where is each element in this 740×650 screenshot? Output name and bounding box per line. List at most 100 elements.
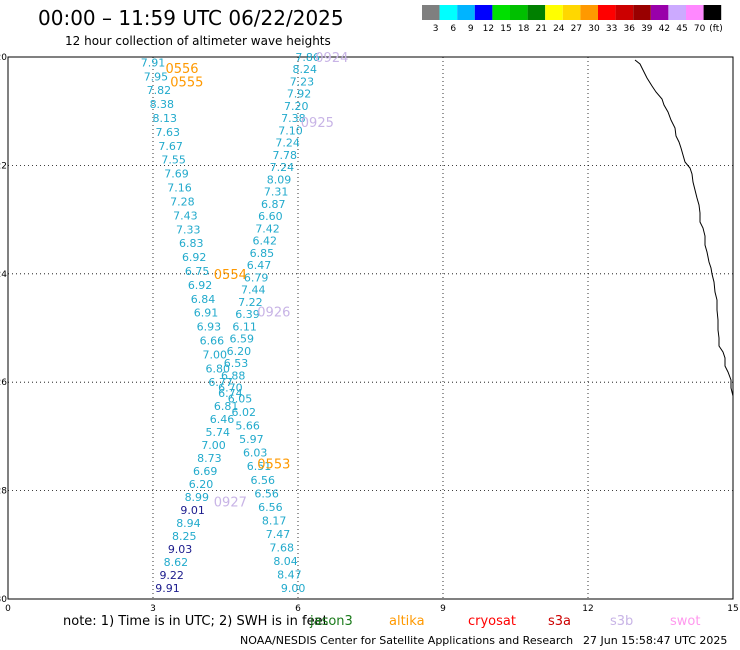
legend-swatch	[686, 5, 704, 20]
wave-height-value: 7.86	[295, 51, 320, 64]
legend-swatch	[492, 5, 510, 20]
figure-subtitle: 12 hour collection of altimeter wave hei…	[65, 34, 331, 48]
wave-height-value: 9.91	[155, 582, 180, 595]
legend-swatch	[615, 5, 634, 20]
satellite-jason3-label: jason3	[309, 614, 353, 629]
lat-tick-label: -24	[0, 270, 7, 280]
legend-label: 33	[606, 24, 617, 34]
wave-height-value: 6.91	[194, 307, 219, 320]
wave-height-value: 6.11	[232, 320, 257, 333]
pass-time-label: 0555	[170, 75, 203, 90]
wave-height-value: 6.80	[205, 362, 230, 375]
lat-tick-label: -26	[0, 378, 7, 388]
wave-height-value: 5.66	[235, 420, 260, 433]
legend-swatch	[439, 5, 458, 20]
wave-height-value: 9.03	[168, 543, 193, 556]
wave-height-value: 6.20	[227, 345, 252, 358]
wave-height-value: 7.31	[264, 186, 289, 199]
wave-height-value: 7.43	[173, 209, 198, 222]
wave-height-value: 6.59	[230, 333, 255, 346]
wave-height-value: 7.68	[270, 542, 295, 555]
wave-height-value: 7.69	[164, 168, 189, 181]
lat-tick-label: -20	[0, 53, 7, 63]
legend-label: 27	[571, 24, 582, 34]
legend-label: 70	[694, 24, 706, 34]
legend-label: 15	[500, 24, 511, 34]
wave-height-value: 6.39	[235, 308, 260, 321]
wave-height-value: 6.81	[214, 400, 239, 413]
legend-label: 24	[553, 24, 565, 34]
legend-label: 18	[518, 24, 530, 34]
wave-height-value: 6.75	[185, 265, 210, 278]
pass-time-label: 0556	[165, 62, 198, 77]
figure-title: 00:00 – 11:59 UTC 06/22/2025	[38, 6, 344, 30]
wave-height-value: 8.13	[153, 112, 178, 125]
credit-text: NOAA/NESDIS Center for Satellite Applica…	[240, 634, 573, 647]
legend-swatch	[457, 5, 475, 20]
wave-height-value: 7.78	[273, 149, 298, 162]
wave-height-value: 6.56	[251, 474, 276, 487]
latitude-tick-labels: -20 -22 -24 -26 -28 -30	[0, 53, 7, 605]
wave-height-value: 6.56	[258, 501, 283, 514]
legend-unit: (ft)	[709, 24, 723, 34]
wave-height-value: 8.62	[164, 556, 189, 569]
pass-time-label: 0927	[214, 495, 247, 510]
wave-height-value: 7.42	[255, 222, 280, 235]
timestamp-text: 27 Jun 15:58:47 UTC 2025	[583, 634, 727, 647]
wave-height-value: 6.60	[258, 210, 283, 223]
note-text: note: 1) Time is in UTC; 2) SWH is in fe…	[63, 614, 328, 629]
wave-height-value: 7.00	[203, 348, 228, 361]
map-panel: 0 3 6 9 12 15 -20 -22 -24 -26 -28 -30 7.917.957.82…	[0, 51, 739, 614]
lat-lon-grid	[8, 57, 733, 599]
altimeter-tracks: 7.917.957.828.388.137.637.677.557.697.16…	[141, 51, 320, 595]
wave-height-value: 6.03	[243, 447, 268, 460]
legend-label: 3	[433, 24, 439, 34]
wave-height-value: 6.84	[191, 293, 216, 306]
wave-height-value: 8.94	[176, 517, 201, 530]
wave-height-value: 8.99	[185, 491, 210, 504]
wave-height-value: 9.01	[180, 504, 205, 517]
wave-height-value: 6.79	[244, 271, 269, 284]
wave-height-value: 7.10	[278, 124, 303, 137]
legend-swatch	[562, 5, 581, 20]
wave-height-value: 7.24	[275, 137, 300, 150]
legend-swatch	[668, 5, 686, 20]
legend-label: 9	[468, 24, 474, 34]
legend-label: 21	[535, 24, 546, 34]
legend-label: 12	[483, 24, 494, 34]
wave-height-value: 6.88	[221, 369, 246, 382]
wave-height-value: 8.09	[267, 173, 292, 186]
wave-height-value: 7.82	[147, 84, 172, 97]
wave-height-value: 7.16	[167, 182, 192, 195]
wave-height-value: 6.93	[197, 321, 222, 334]
legend-swatch	[580, 5, 598, 20]
lon-tick-label: 12	[582, 604, 593, 614]
wave-height-value: 6.46	[210, 413, 235, 426]
wave-height-value: 7.55	[161, 154, 186, 167]
wave-height-value: 7.28	[170, 195, 195, 208]
legend-label: 45	[676, 24, 687, 34]
wave-height-value: 7.38	[281, 112, 306, 125]
wave-height-value: 9.00	[281, 582, 306, 595]
legend-swatch	[422, 5, 440, 20]
wave-height-value: 7.23	[290, 75, 315, 88]
wave-height-value: 6.51	[247, 460, 272, 473]
wave-height-value: 6.02	[232, 406, 257, 419]
pass-time-label: 0554	[214, 268, 247, 283]
wave-height-value: 6.05	[228, 392, 253, 405]
legend-swatch	[598, 5, 616, 20]
legend-label: 30	[588, 24, 600, 34]
wave-height-value: 6.56	[254, 487, 279, 500]
legend-swatch	[633, 5, 651, 20]
legend-label: 36	[623, 24, 635, 34]
satellite-swot-label: swot	[670, 614, 700, 629]
wave-height-value: 7.91	[141, 56, 166, 69]
wave-height-value: 7.67	[158, 140, 183, 153]
wave-height-value: 8.25	[172, 530, 197, 543]
legend-swatch	[510, 5, 528, 20]
lon-tick-label: 9	[440, 604, 446, 614]
pass-time-label: 0926	[257, 306, 290, 321]
lat-tick-label: -30	[0, 595, 7, 605]
wave-height-value: 8.38	[150, 98, 175, 111]
